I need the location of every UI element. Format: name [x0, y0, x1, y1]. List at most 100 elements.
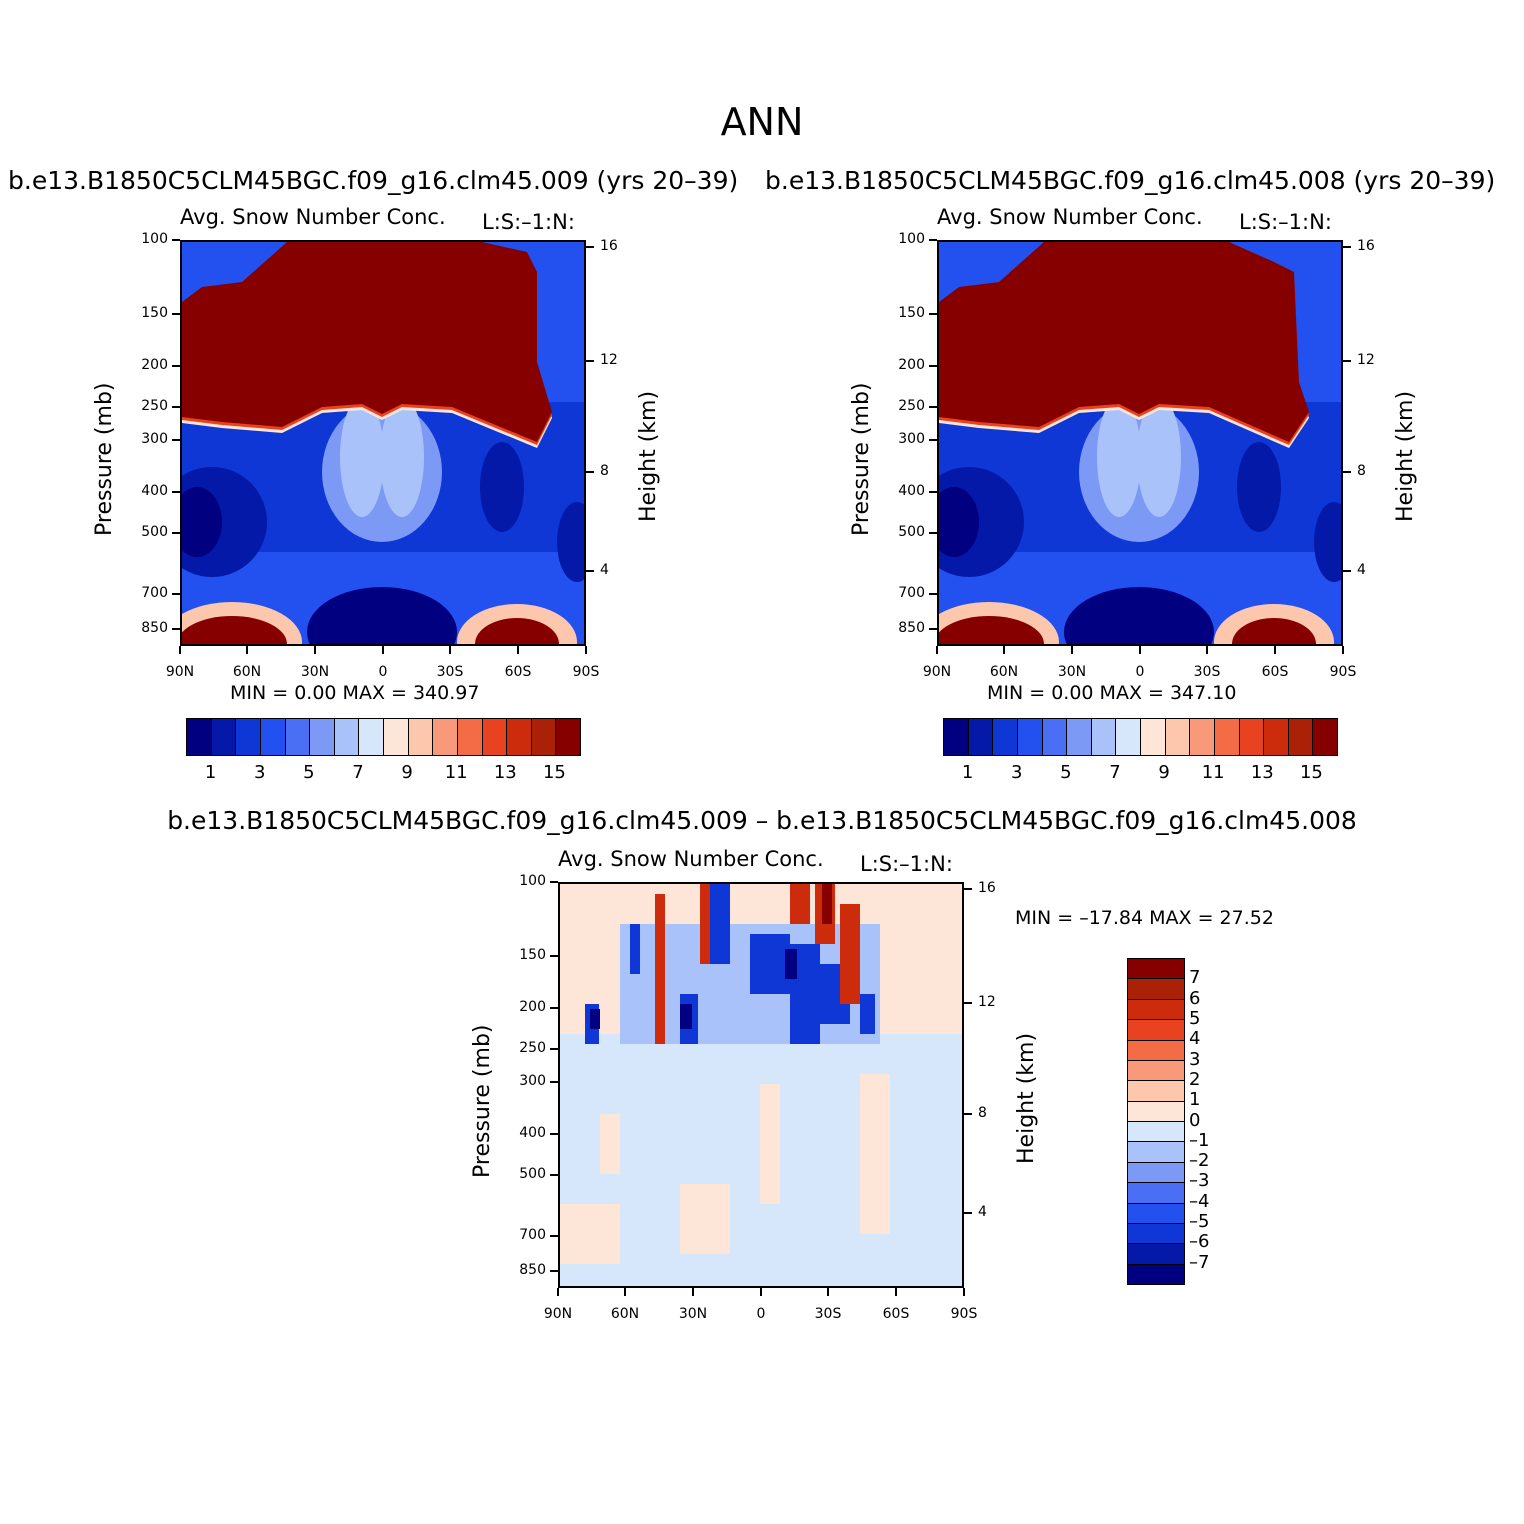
- panel-2-lat-tick-mark: [1206, 646, 1208, 654]
- panel-3-colorbar-label: 2: [1189, 1068, 1201, 1090]
- field-positive-streak: [840, 904, 860, 1004]
- panel-2-pressure-tick-mark: [929, 593, 937, 595]
- colorbar-swatch: [1017, 719, 1043, 755]
- panel-2-height-tick-label: 4: [1357, 562, 1366, 578]
- panel-2-ylabel-right: Height (km): [1393, 390, 1418, 522]
- field-pole-minimum: [557, 502, 584, 582]
- field-tropics-lighter: [340, 397, 384, 517]
- panel-3-height-tick-mark: [964, 888, 972, 890]
- heatmap-field: [939, 242, 1341, 644]
- panel-3-colorbar-label: 6: [1189, 987, 1201, 1009]
- panel-3-colorbar-label: 4: [1189, 1028, 1201, 1050]
- colorbar-swatch: [1128, 999, 1184, 1021]
- panel-3-lat-tick-label: 30S: [814, 1306, 842, 1322]
- panel-1-lat-tick-mark: [314, 646, 316, 654]
- panel-2-lat-tick-label: 30N: [1057, 664, 1087, 680]
- panel-2-min-max: MIN = 0.00 MAX = 347.10: [987, 682, 1237, 704]
- field-positive-core: [822, 884, 832, 924]
- panel-3-lat-tick-mark: [624, 1288, 626, 1296]
- panel-2-plot-area: [937, 240, 1343, 646]
- panel-2-lat-tick-mark: [936, 646, 938, 654]
- panel-2-lat-tick-label: 60N: [989, 664, 1019, 680]
- field-positive-patch: [560, 1204, 620, 1264]
- panel-2-colorbar-label: 1: [961, 762, 974, 783]
- colorbar-swatch: [433, 719, 458, 755]
- field-positive-streak: [790, 884, 810, 924]
- panel-3-pressure-tick-mark: [550, 1048, 558, 1050]
- heatmap-field: [182, 242, 584, 644]
- panel-3-var-title: Avg. Snow Number Conc.: [558, 847, 824, 871]
- colorbar-swatch: [1128, 1244, 1184, 1265]
- panel-2-height-tick-mark: [1343, 360, 1351, 362]
- panel-1-ylabel-right: Height (km): [636, 390, 661, 522]
- panel-1-ylabel-left: Pressure (mb): [92, 382, 117, 537]
- panel-3-pressure-tick-label: 200: [519, 999, 546, 1015]
- panel-1-ls-label: L:S:–1:N:: [482, 210, 575, 234]
- panel-2-lat-tick-label: 60S: [1261, 664, 1289, 680]
- colorbar-swatch: [310, 719, 335, 755]
- panel-2-lat-tick-label: 0: [1135, 664, 1145, 680]
- panel-1-lat-tick-label: 0: [378, 664, 388, 680]
- field-positive-patch: [680, 1184, 730, 1254]
- panel-2-colorbar: [943, 718, 1338, 756]
- panel-1-pressure-tick-mark: [172, 491, 180, 493]
- panel-1-colorbar-label: 1: [204, 762, 217, 783]
- colorbar-swatch: [1128, 1162, 1184, 1184]
- panel-1-colorbar-label: 11: [444, 762, 468, 783]
- panel-3-lat-tick-mark: [895, 1288, 897, 1296]
- panel-1-var-title: Avg. Snow Number Conc.: [180, 205, 446, 229]
- colorbar-swatch: [993, 719, 1018, 755]
- field-positive-patch: [860, 1074, 890, 1234]
- panel-3-height-tick-mark: [964, 1002, 972, 1004]
- colorbar-swatch: [1214, 719, 1240, 755]
- field-negative-streak: [630, 924, 640, 974]
- panel-1-pressure-tick-label: 500: [141, 524, 168, 540]
- panel-1-lat-tick-label: 60N: [232, 664, 262, 680]
- panel-3-pressure-tick-label: 300: [519, 1073, 546, 1089]
- panel-2-lat-tick-mark: [1274, 646, 1276, 654]
- panel-3-colorbar-label: –7: [1189, 1251, 1210, 1273]
- colorbar-swatch: [968, 719, 994, 755]
- panel-3-pressure-tick-label: 700: [519, 1227, 546, 1243]
- panel-1-lat-tick-mark: [382, 646, 384, 654]
- panel-1-colorbar-label: 13: [493, 762, 517, 783]
- panel-3-colorbar-label: 3: [1189, 1048, 1201, 1070]
- field-lower-core: [1064, 587, 1214, 644]
- panel-3-lat-tick-label: 60S: [882, 1306, 910, 1322]
- panel-2-colorbar-label: 7: [1109, 762, 1121, 783]
- colorbar-swatch: [334, 719, 360, 755]
- panel-3-colorbar-label: 5: [1189, 1007, 1201, 1029]
- colorbar-swatch: [1128, 1060, 1184, 1082]
- field-negative-core: [680, 1004, 692, 1029]
- panel-3-lat-tick-mark: [557, 1288, 559, 1296]
- panel-1-lat-tick-label: 30N: [300, 664, 330, 680]
- panel-1-height-tick-mark: [586, 360, 594, 362]
- panel-3-lat-tick-label: 90S: [950, 1306, 978, 1322]
- panel-1-pressure-tick-mark: [172, 313, 180, 315]
- panel-2-pressure-tick-mark: [929, 313, 937, 315]
- colorbar-swatch: [1128, 959, 1184, 980]
- panel-1-colorbar-label: 5: [303, 762, 315, 783]
- panel-1-lat-tick-label: 30S: [436, 664, 464, 680]
- panel-3-pressure-tick-label: 100: [519, 873, 546, 889]
- field-north-core: [182, 487, 222, 557]
- panel-2-lat-tick-mark: [1071, 646, 1073, 654]
- panel-1-pressure-tick-mark: [172, 532, 180, 534]
- colorbar-swatch: [187, 719, 212, 755]
- panel-3-lat-tick-mark: [692, 1288, 694, 1296]
- colorbar-swatch: [1128, 1081, 1184, 1102]
- field-positive-patch: [600, 1114, 620, 1174]
- colorbar-swatch: [1116, 719, 1141, 755]
- panel-2-height-tick-mark: [1343, 246, 1351, 248]
- panel-2-pressure-tick-label: 100: [898, 231, 925, 247]
- panel-1-height-tick-label: 4: [600, 562, 609, 578]
- heatmap-field: [560, 884, 962, 1286]
- panel-2-pressure-tick-mark: [929, 532, 937, 534]
- panel-2-pressure-tick-mark: [929, 365, 937, 367]
- colorbar-swatch: [556, 719, 580, 755]
- field-tropics-lighter: [380, 397, 424, 517]
- panel-2-pressure-tick-label: 700: [898, 585, 925, 601]
- panel-3-pressure-tick-mark: [550, 1007, 558, 1009]
- field-positive-streak: [655, 894, 665, 1044]
- panel-2-pressure-tick-mark: [929, 491, 937, 493]
